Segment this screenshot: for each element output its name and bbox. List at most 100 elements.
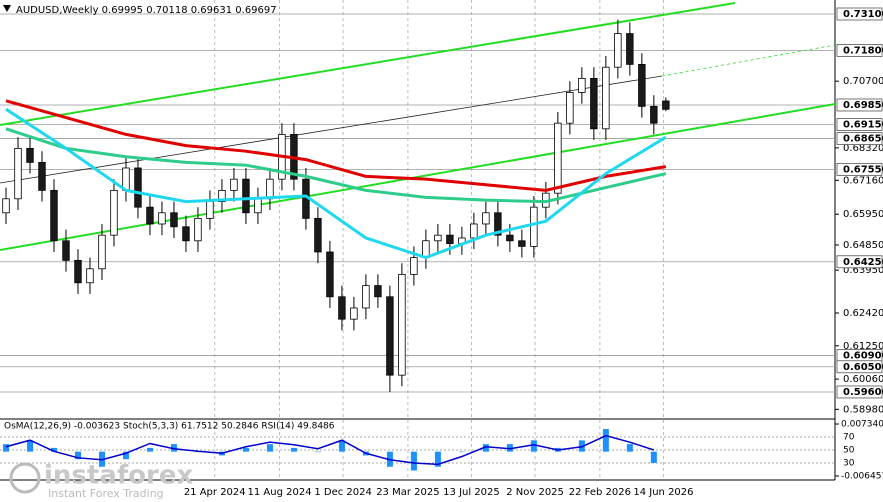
osma-bar bbox=[530, 440, 537, 452]
candle-body bbox=[638, 63, 646, 107]
osma-bar bbox=[122, 451, 129, 460]
candle-body bbox=[86, 268, 94, 284]
level-box bbox=[836, 255, 883, 269]
watermark: instaforex Instant Forex Trading bbox=[9, 461, 194, 500]
candle-body bbox=[50, 189, 58, 242]
candle-body bbox=[614, 33, 622, 68]
x-tick-label: 14 Jun 2026 bbox=[633, 487, 693, 498]
trendlines bbox=[0, 2, 836, 251]
rsi-tick-label: 30 bbox=[843, 459, 855, 469]
candle-body bbox=[362, 285, 370, 309]
rsi-tick-label: 70 bbox=[843, 432, 855, 442]
level-box bbox=[836, 162, 883, 176]
y-tick-label: 0.60060 bbox=[843, 374, 883, 385]
title-arrow bbox=[3, 5, 11, 12]
level-box bbox=[836, 98, 883, 112]
candle-body bbox=[470, 223, 478, 239]
osc-tick-label: 0.007340 bbox=[841, 420, 883, 430]
level-box bbox=[836, 7, 883, 21]
candle-body bbox=[434, 234, 442, 242]
level-box bbox=[836, 118, 883, 131]
candle-body bbox=[662, 100, 670, 110]
candle-body bbox=[218, 189, 226, 202]
candle-body bbox=[350, 307, 358, 320]
osma-bar bbox=[146, 447, 153, 452]
level-box bbox=[836, 360, 883, 374]
candle-body bbox=[26, 147, 34, 163]
candle-body bbox=[134, 167, 142, 208]
channel-lower bbox=[0, 103, 836, 251]
candle-body bbox=[158, 212, 166, 225]
candle-body bbox=[578, 77, 586, 93]
candle-body bbox=[110, 189, 118, 236]
osma-bar bbox=[170, 444, 177, 452]
candle-body bbox=[410, 257, 418, 275]
candle-body bbox=[170, 212, 178, 228]
y-tick-label: 0.70700 bbox=[843, 76, 883, 87]
logo-sub: Instant Forex Trading bbox=[48, 487, 164, 500]
candle-body bbox=[194, 217, 202, 242]
candle-body bbox=[554, 122, 562, 194]
logo-text: instaforex bbox=[44, 461, 194, 491]
candle-body bbox=[206, 201, 214, 219]
y-tick-label: 0.68320 bbox=[843, 143, 883, 154]
trend-mid bbox=[0, 75, 663, 184]
osma-bar bbox=[74, 451, 81, 460]
candle-body bbox=[2, 198, 10, 214]
osma-bar bbox=[650, 451, 657, 463]
candle-body bbox=[446, 234, 454, 244]
candle-body bbox=[566, 91, 574, 124]
osma-bar bbox=[626, 444, 633, 452]
candle-body bbox=[62, 240, 70, 261]
candle-body bbox=[326, 251, 334, 298]
ma-line bbox=[5, 107, 667, 260]
osma-bar bbox=[410, 451, 417, 471]
level-label: 0.59600 bbox=[843, 387, 883, 398]
x-tick-label: 23 Mar 2025 bbox=[376, 487, 439, 498]
x-tick-label: 22 Feb 2026 bbox=[569, 487, 631, 498]
osma-bar bbox=[506, 444, 513, 452]
candle-body bbox=[590, 77, 598, 130]
candle-body bbox=[494, 212, 502, 236]
osma-bar bbox=[50, 447, 57, 452]
y-tick-label: 0.63950 bbox=[843, 265, 883, 276]
candle-body bbox=[398, 273, 406, 376]
candle-body bbox=[422, 240, 430, 258]
y-tick-label: 0.62420 bbox=[843, 308, 883, 319]
candle-body bbox=[482, 212, 490, 225]
candle-body bbox=[374, 285, 382, 298]
level-box bbox=[836, 43, 883, 57]
logo-icon bbox=[9, 462, 41, 494]
level-box bbox=[836, 132, 883, 145]
candle-body bbox=[530, 206, 538, 247]
x-tick-label: 1 Dec 2024 bbox=[314, 487, 372, 498]
candle-body bbox=[242, 178, 250, 214]
trend-extension bbox=[661, 44, 836, 77]
candle-body bbox=[230, 178, 238, 191]
osma-bar bbox=[26, 440, 33, 452]
rsi-tick-label: 50 bbox=[843, 446, 855, 456]
oscillator: 0.007340 -0.006457 70 50 30 bbox=[0, 420, 883, 482]
candle-body bbox=[182, 226, 190, 242]
y-tick-label: 0.67160 bbox=[843, 175, 883, 186]
candle-body bbox=[626, 33, 634, 65]
y-tick-label: 0.64850 bbox=[843, 240, 883, 251]
osma-bar bbox=[482, 444, 489, 452]
osma-bar bbox=[314, 451, 321, 453]
candle-body bbox=[14, 147, 22, 200]
candle-body bbox=[386, 296, 394, 376]
osma-bar bbox=[2, 444, 9, 452]
osma-bar bbox=[290, 447, 297, 452]
osma-bar bbox=[458, 451, 465, 453]
rsi-line bbox=[5, 434, 655, 466]
channel-upper bbox=[0, 2, 736, 126]
candle-body bbox=[650, 105, 658, 124]
candle-body bbox=[146, 206, 154, 225]
